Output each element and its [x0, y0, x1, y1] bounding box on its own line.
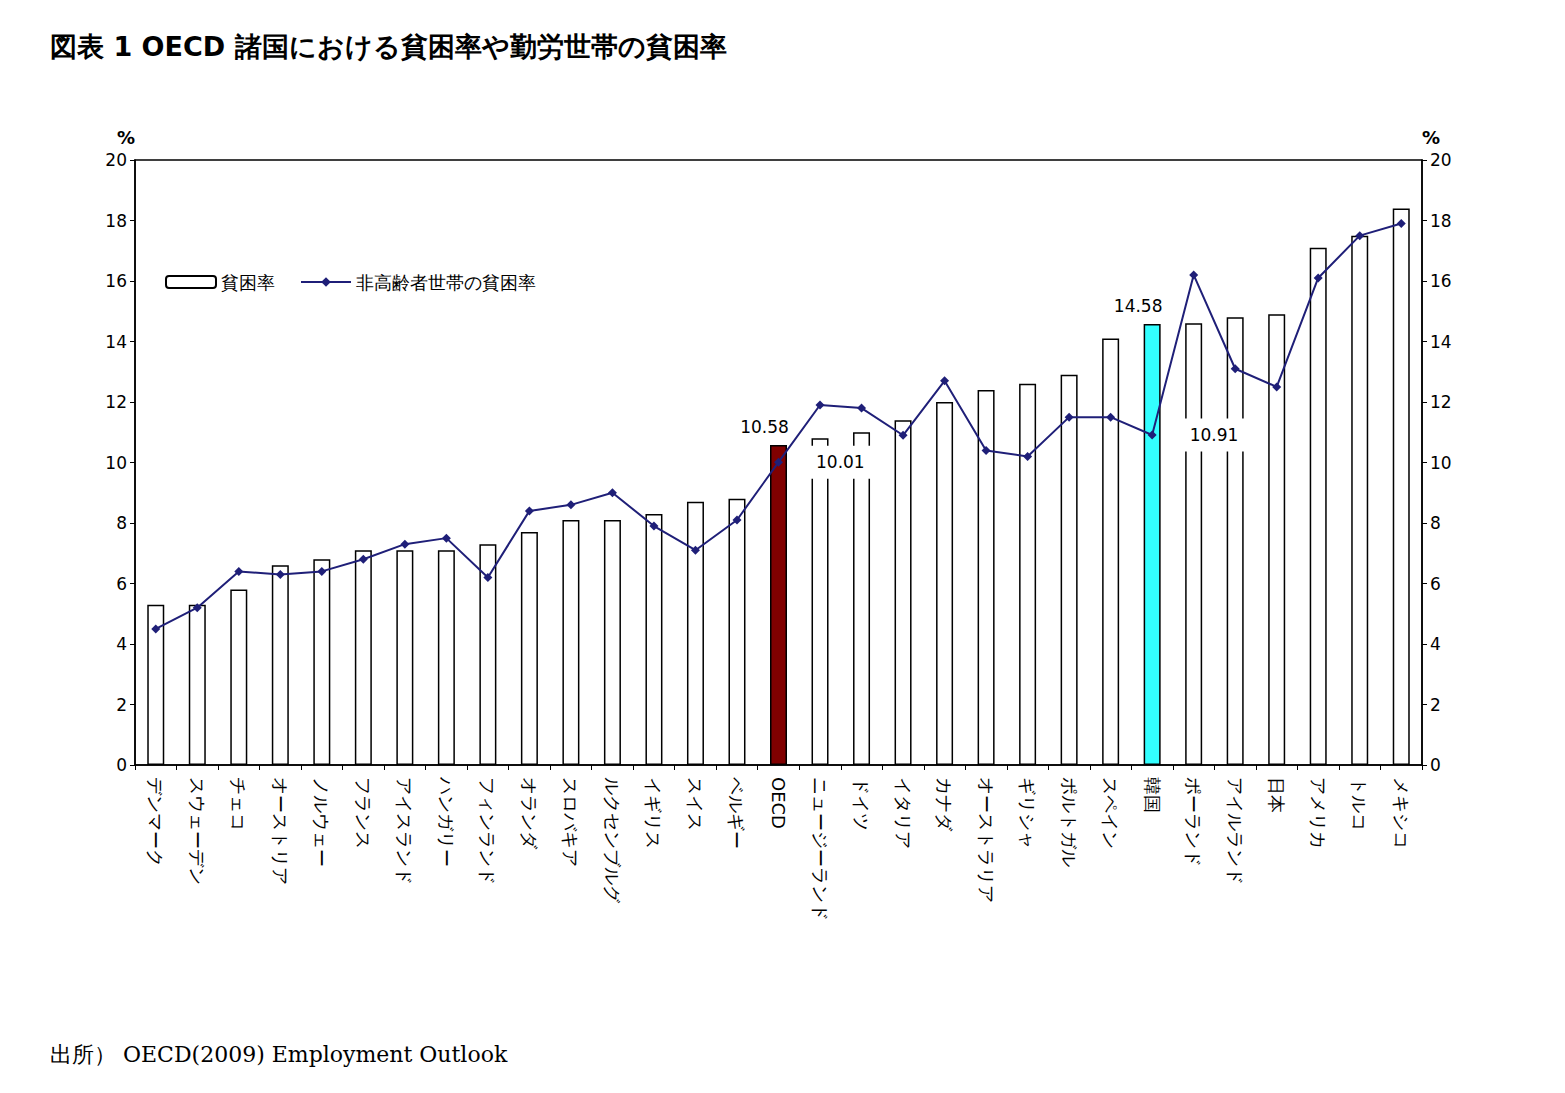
svg-text:4: 4 [1430, 634, 1441, 654]
svg-text:デンマーク: デンマーク [145, 777, 166, 867]
svg-text:フランス: フランス [353, 777, 374, 849]
svg-text:2: 2 [1430, 695, 1441, 715]
svg-text:10.58: 10.58 [740, 417, 789, 437]
svg-text:ポーランド: ポーランド [1183, 777, 1204, 867]
svg-text:%: % [1422, 127, 1440, 148]
svg-text:20: 20 [1430, 150, 1452, 170]
svg-text:韓国: 韓国 [1142, 777, 1163, 813]
svg-text:チェコ: チェコ [228, 777, 249, 831]
svg-text:アメリカ: アメリカ [1308, 777, 1329, 849]
svg-text:非高齢者世帯の貧困率: 非高齢者世帯の貧困率 [356, 272, 536, 293]
svg-text:ギリシャ: ギリシャ [1017, 777, 1038, 849]
svg-text:20: 20 [105, 150, 127, 170]
svg-text:スイス: スイス [685, 777, 706, 831]
svg-text:18: 18 [105, 211, 127, 231]
svg-text:アイルランド: アイルランド [1225, 777, 1246, 885]
svg-text:0: 0 [1430, 755, 1441, 775]
svg-text:図表 1 OECD 諸国における貧困率や勤労世帯の貧困率: 図表 1 OECD 諸国における貧困率や勤労世帯の貧困率 [50, 31, 727, 62]
svg-text:スロバキア: スロバキア [560, 777, 581, 867]
svg-text:12: 12 [105, 392, 127, 412]
svg-text:トルコ: トルコ [1349, 777, 1370, 831]
svg-text:16: 16 [105, 271, 127, 291]
svg-text:14: 14 [1430, 332, 1452, 352]
svg-text:10: 10 [1430, 453, 1452, 473]
svg-text:ニュージーランド: ニュージーランド [810, 777, 831, 921]
svg-text:日本: 日本 [1266, 777, 1287, 813]
svg-text:6: 6 [1430, 574, 1441, 594]
svg-text:イギリス: イギリス [643, 777, 664, 849]
svg-text:ポルトガル: ポルトガル [1059, 777, 1080, 867]
svg-text:14.58: 14.58 [1114, 296, 1163, 316]
svg-text:10.01: 10.01 [816, 452, 865, 472]
svg-text:16: 16 [1430, 271, 1452, 291]
svg-text:カナダ: カナダ [934, 777, 955, 832]
svg-text:4: 4 [116, 634, 127, 654]
svg-text:オーストラリア: オーストラリア [976, 777, 997, 903]
svg-text:6: 6 [116, 574, 127, 594]
svg-text:10.91: 10.91 [1190, 425, 1239, 445]
svg-text:14: 14 [105, 332, 127, 352]
svg-text:ルクセンブルグ: ルクセンブルグ [602, 777, 623, 904]
svg-text:%: % [117, 127, 135, 148]
svg-text:18: 18 [1430, 211, 1452, 231]
svg-text:フィンランド: フィンランド [477, 777, 498, 885]
svg-text:スウェーデン: スウェーデン [187, 777, 208, 885]
svg-text:貧困率: 貧困率 [221, 272, 275, 293]
svg-text:イタリア: イタリア [893, 777, 914, 849]
svg-text:スペイン: スペイン [1100, 777, 1121, 849]
svg-text:オランダ: オランダ [519, 777, 540, 850]
svg-text:8: 8 [116, 513, 127, 533]
svg-text:2: 2 [116, 695, 127, 715]
svg-text:10: 10 [105, 453, 127, 473]
svg-text:ハンガリー: ハンガリー [436, 776, 457, 867]
svg-text:メキシコ: メキシコ [1391, 777, 1412, 849]
svg-text:ドイツ: ドイツ [851, 777, 872, 831]
svg-text:オーストリア: オーストリア [270, 777, 291, 885]
svg-text:ノルウェー: ノルウェー [311, 777, 332, 867]
svg-text:0: 0 [116, 755, 127, 775]
svg-text:OECD: OECD [768, 777, 789, 829]
svg-text:アイスランド: アイスランド [394, 777, 415, 885]
svg-text:出所） OECD(2009) Employment Outl: 出所） OECD(2009) Employment Outlook [50, 1042, 508, 1067]
svg-text:8: 8 [1430, 513, 1441, 533]
svg-text:12: 12 [1430, 392, 1452, 412]
svg-text:ベルギー: ベルギー [726, 777, 747, 849]
